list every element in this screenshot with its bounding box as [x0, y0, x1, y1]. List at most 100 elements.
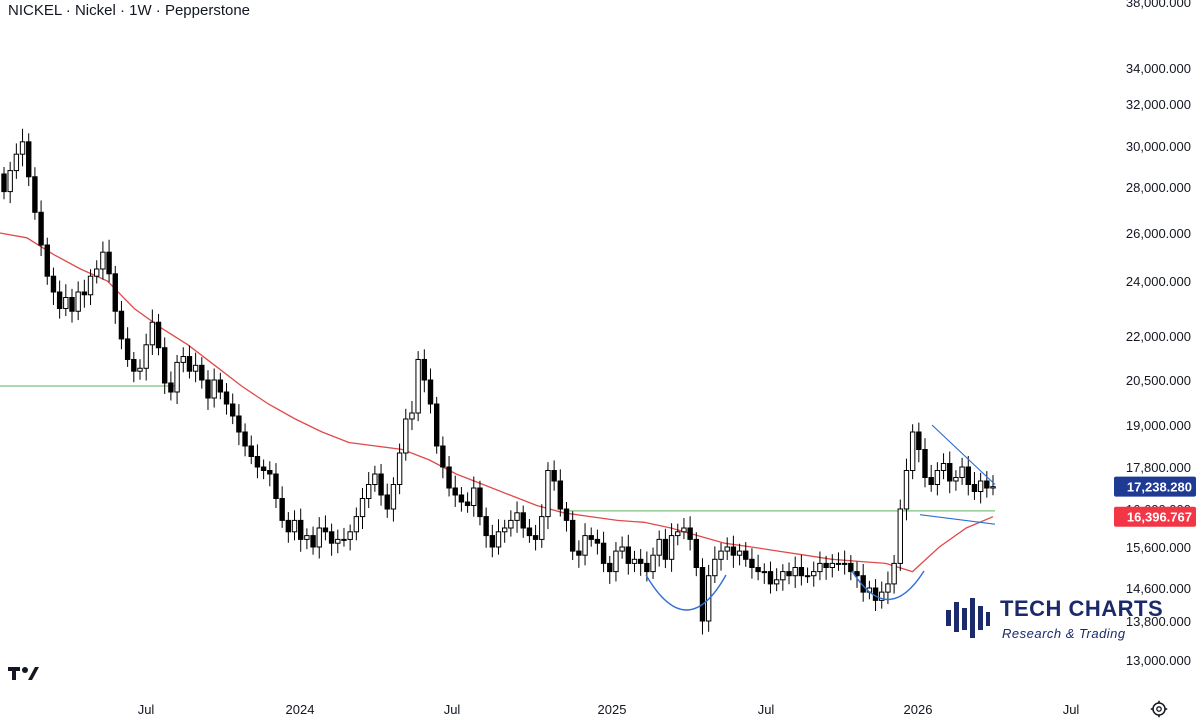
candle — [427, 368, 434, 414]
candle — [100, 241, 106, 280]
pattern-annotations — [645, 424, 996, 611]
candle — [675, 523, 681, 546]
candle — [112, 265, 118, 324]
candle — [934, 462, 941, 496]
y-axis: 38,000.000 34,000.000 32,000.000 30,000.000… — [1126, 0, 1191, 668]
triangle-upper-line — [931, 424, 996, 485]
y-tick-label: 28,000.000 — [1126, 180, 1191, 195]
candle — [211, 368, 217, 408]
candle — [440, 436, 446, 479]
candle — [155, 313, 162, 356]
x-tick-label: 2026 — [904, 702, 933, 717]
y-tick-label: 13,000.000 — [1126, 653, 1191, 668]
candle — [637, 549, 644, 576]
candle — [279, 486, 285, 528]
x-tick-label: 2024 — [286, 702, 315, 717]
moving-average — [0, 232, 994, 573]
candle — [353, 507, 360, 541]
candle — [804, 567, 811, 584]
candle — [811, 561, 817, 587]
candle — [724, 537, 730, 560]
candle — [69, 288, 75, 323]
candle — [87, 269, 94, 306]
candle — [650, 547, 656, 579]
left-bottom-arc — [645, 574, 727, 611]
candle — [576, 540, 582, 568]
candle — [403, 408, 409, 461]
candle — [681, 518, 687, 540]
candle — [965, 455, 971, 496]
tradingview-logo-icon[interactable] — [8, 664, 40, 682]
candle — [668, 523, 675, 572]
last-price-tag: 17,238.280 — [1114, 476, 1196, 497]
candle — [489, 524, 496, 558]
candle — [619, 536, 625, 559]
y-tick-label: 22,000.000 — [1126, 329, 1191, 344]
candle — [273, 463, 279, 508]
candle — [248, 435, 254, 465]
candle — [310, 526, 316, 555]
candle — [446, 455, 452, 497]
candle — [322, 515, 329, 541]
x-tick-label: Jul — [758, 702, 775, 717]
candle — [452, 475, 458, 507]
candle — [662, 528, 669, 569]
candle — [390, 477, 397, 522]
candle — [205, 370, 211, 410]
candle — [365, 472, 372, 508]
candle — [977, 472, 984, 504]
svg-text:16,396.767: 16,396.767 — [1127, 510, 1192, 525]
candle — [613, 542, 619, 582]
candle — [106, 239, 112, 283]
candle — [835, 552, 842, 571]
candle — [693, 532, 699, 577]
y-tick-label: 17,800.000 — [1126, 460, 1191, 475]
candle — [174, 354, 180, 405]
brand-name: TECH CHARTS — [1000, 596, 1164, 621]
y-tick-label: 30,000.000 — [1126, 139, 1191, 154]
moving-average-line — [0, 232, 994, 573]
candle — [131, 352, 137, 383]
candle — [971, 472, 978, 500]
candle — [7, 161, 13, 204]
candle — [44, 237, 50, 285]
candle — [242, 423, 248, 457]
candle — [304, 528, 310, 550]
candle — [916, 422, 922, 463]
candle — [743, 542, 749, 567]
candle — [477, 480, 483, 526]
candle — [168, 371, 174, 401]
candle — [421, 349, 428, 393]
price-tags: 17,238.280 16,396.767 — [1114, 476, 1196, 527]
candle — [341, 527, 347, 547]
candle — [384, 483, 390, 518]
candle — [285, 512, 292, 543]
candle — [786, 562, 792, 585]
candle — [829, 554, 835, 578]
candle — [600, 531, 607, 573]
candle — [19, 128, 26, 167]
candle — [526, 518, 533, 543]
y-tick-label: 32,000.000 — [1126, 97, 1191, 112]
candle — [143, 333, 149, 381]
trend-lines — [0, 385, 995, 512]
candle — [699, 558, 706, 635]
candle — [162, 337, 168, 395]
candle — [953, 470, 959, 491]
candle — [236, 404, 242, 446]
candle — [557, 469, 564, 517]
candle — [1, 166, 7, 200]
candle — [458, 487, 465, 512]
gear-icon[interactable] — [1150, 700, 1168, 718]
candle — [372, 465, 378, 492]
candle — [897, 499, 903, 571]
candle — [359, 488, 366, 530]
candle — [192, 352, 199, 383]
candle — [631, 550, 638, 573]
candle — [755, 554, 761, 581]
candle — [124, 327, 131, 367]
candle — [891, 555, 897, 594]
candle — [545, 462, 551, 530]
candle — [928, 464, 934, 492]
